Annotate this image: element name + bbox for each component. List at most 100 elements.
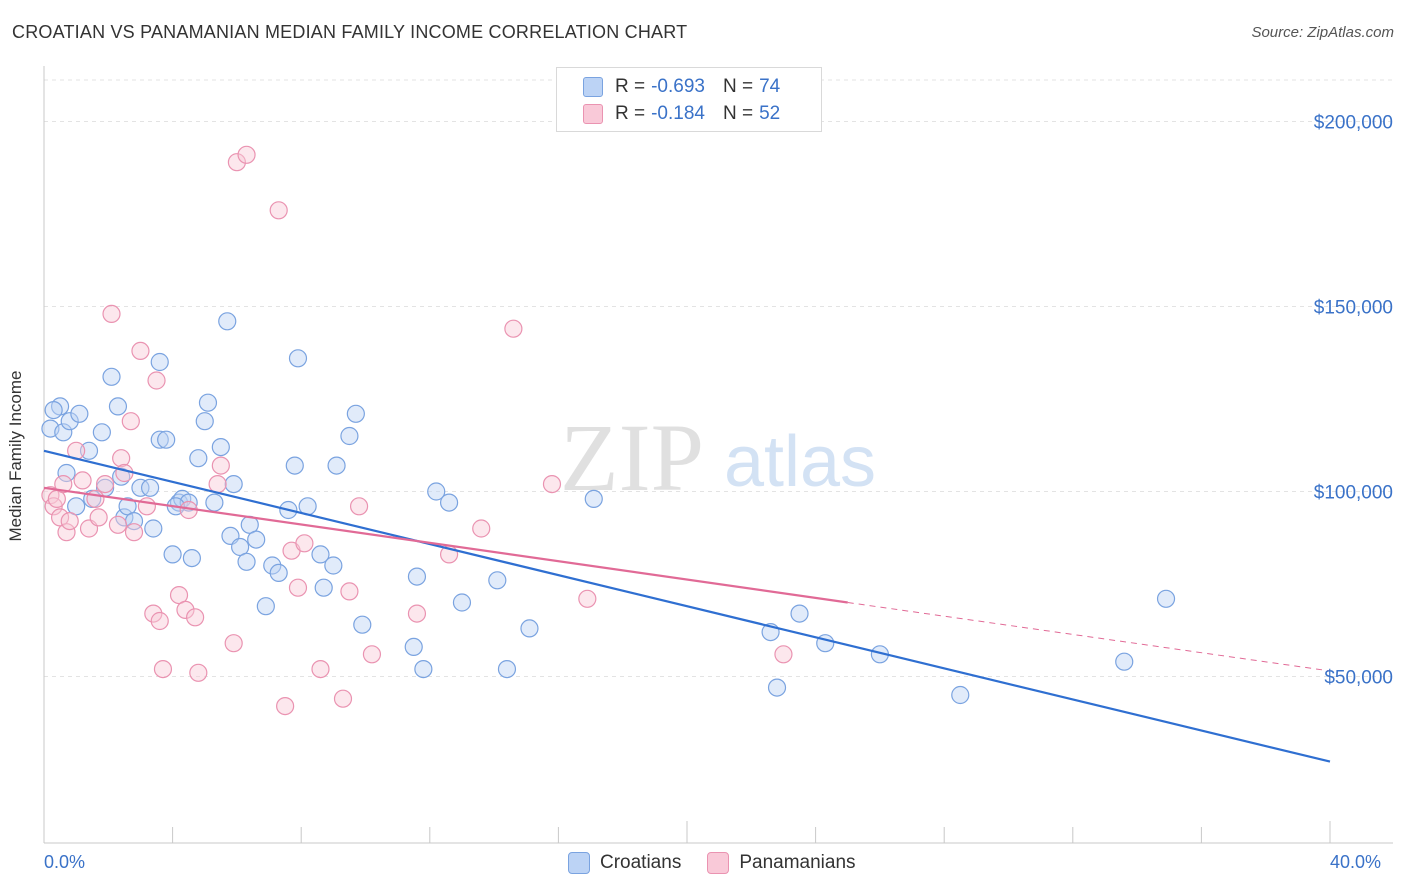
- panamanian-trend-extension: [847, 602, 1331, 672]
- croatian-point: [54, 423, 73, 442]
- croatian-point: [79, 441, 99, 460]
- croatian-point: [44, 401, 63, 420]
- legend-r-value: -0.693: [651, 76, 705, 97]
- panamanian-point: [227, 153, 246, 172]
- panamanian-point: [295, 534, 314, 553]
- legend-r-label: R =: [615, 76, 646, 97]
- croatian-point: [767, 678, 787, 697]
- croatian-point: [198, 393, 218, 412]
- croatian-point: [269, 563, 288, 583]
- croatian-point: [182, 548, 201, 568]
- croatian-point: [327, 456, 346, 475]
- panamanian-point: [108, 515, 128, 534]
- croatian-point: [131, 478, 150, 497]
- croatian-point: [404, 637, 423, 657]
- legend-n-label: N =: [722, 76, 754, 97]
- legend-n-value: 74: [759, 76, 781, 97]
- panamanian-point: [288, 578, 308, 597]
- panamanian-trend-line: [43, 486, 848, 604]
- croatian-point: [340, 426, 359, 446]
- croatian-point: [488, 571, 507, 590]
- panamanian-point: [60, 511, 79, 531]
- panamanian-point: [504, 319, 523, 338]
- series-label-panamanians: Panamanians: [739, 852, 856, 873]
- croatian-trend-line: [43, 449, 1331, 763]
- croatian-point: [205, 493, 224, 512]
- croatian-point: [157, 430, 176, 449]
- source-label: Source: ZipAtlas.com: [1251, 24, 1394, 41]
- croatian-point: [189, 449, 208, 468]
- x-tick-min: 0.0%: [44, 852, 86, 872]
- legend-row-croatians: R = -0.693 N = 74: [583, 75, 798, 99]
- panamanian-point: [472, 519, 491, 538]
- panamanian-point: [153, 659, 173, 679]
- correlation-legend: R = -0.693 N = 74 R = -0.184 N = 52: [556, 67, 822, 132]
- panamanian-point: [349, 497, 369, 516]
- y-tick-label: $150,000: [1314, 298, 1393, 319]
- panamanian-point: [269, 201, 288, 220]
- croatian-point: [452, 593, 472, 612]
- panamanian-point: [362, 645, 382, 664]
- croatian-point: [237, 552, 256, 571]
- panamanian-point: [224, 634, 243, 653]
- panamanian-point: [340, 582, 359, 601]
- croatian-point: [224, 475, 243, 494]
- legend-n-value: 52: [759, 103, 781, 124]
- panamanian-point: [115, 463, 134, 483]
- y-tick-label: $50,000: [1324, 668, 1393, 689]
- panamanian-point: [211, 456, 230, 475]
- croatian-point: [311, 545, 330, 564]
- croatian-point: [256, 597, 275, 616]
- croatian-point: [1115, 652, 1134, 671]
- croatian-point: [108, 397, 128, 416]
- panamanian-point: [333, 689, 353, 708]
- panamanian-point: [57, 523, 76, 542]
- croatian-point: [497, 659, 517, 679]
- watermark-atlas: atlas: [724, 422, 876, 502]
- panamanian-point: [147, 371, 166, 390]
- croatian-point: [407, 567, 427, 586]
- panamanian-point: [89, 508, 108, 527]
- croatian-point: [346, 404, 365, 423]
- panamanian-point: [131, 341, 150, 360]
- croatian-point: [353, 615, 372, 634]
- panamanian-point: [311, 659, 330, 679]
- croatian-point: [584, 489, 603, 508]
- legend-n-label: N =: [722, 103, 754, 124]
- legend-swatch-blue: [583, 77, 603, 97]
- croatian-point: [70, 404, 89, 423]
- croatian-point: [520, 619, 539, 638]
- y-tick-label: $200,000: [1314, 113, 1393, 134]
- series-legend: Croatians Panamanians: [568, 852, 882, 874]
- panamanian-point: [102, 304, 121, 323]
- croatian-point: [951, 685, 970, 705]
- panamanian-point: [124, 523, 144, 542]
- croatian-point: [288, 349, 308, 368]
- croatian-point: [439, 493, 459, 512]
- series-swatch-panamanians: [707, 852, 730, 874]
- series-legend-croatians: Croatians: [568, 852, 681, 874]
- croatian-point: [195, 412, 214, 431]
- panamanian-point: [54, 475, 73, 494]
- series-swatch-croatians: [568, 852, 590, 874]
- croatian-point: [140, 478, 160, 497]
- croatian-point: [285, 456, 304, 475]
- croatian-point: [150, 352, 169, 372]
- panamanian-point: [578, 589, 597, 608]
- croatian-point: [150, 430, 169, 449]
- croatian-point: [314, 578, 333, 597]
- legend-r-label: R =: [615, 103, 646, 124]
- panamanian-point: [86, 489, 105, 508]
- x-tick-max: 40.0%: [1330, 852, 1382, 872]
- chart-title: CROATIAN VS PANAMANIAN MEDIAN FAMILY INC…: [12, 22, 688, 42]
- croatian-point: [1156, 589, 1176, 608]
- panamanian-point: [189, 663, 208, 682]
- panamanian-point: [176, 600, 195, 620]
- panamanian-point: [150, 611, 169, 631]
- panamanian-point: [137, 497, 156, 516]
- series-label-croatians: Croatians: [600, 852, 682, 873]
- panamanian-point: [73, 471, 92, 490]
- croatian-point: [324, 556, 343, 575]
- croatian-point: [92, 423, 111, 442]
